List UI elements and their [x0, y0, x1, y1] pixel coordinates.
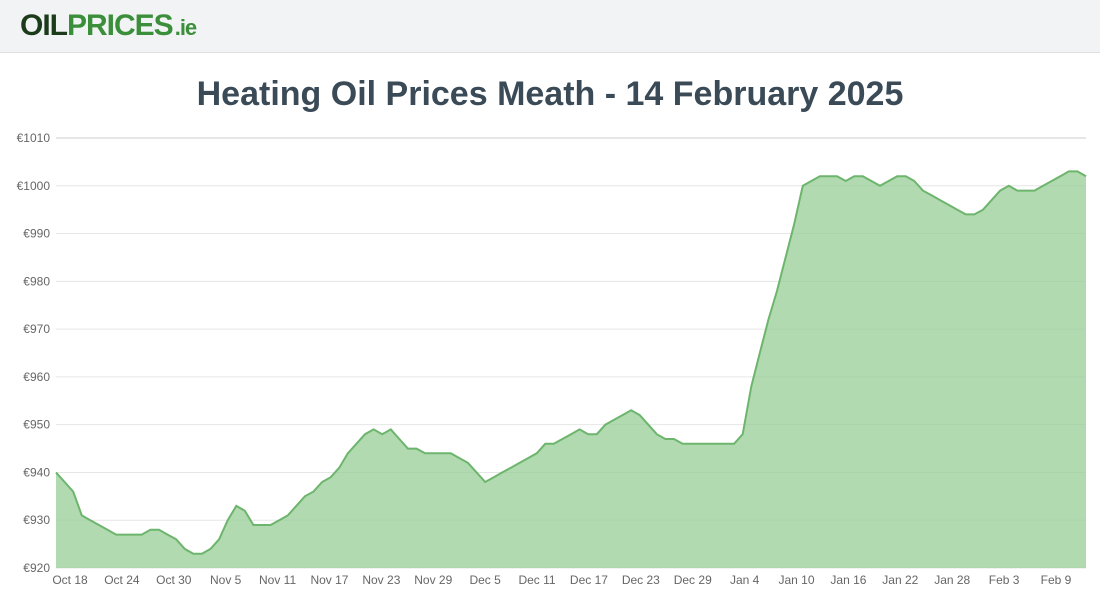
- y-tick-label: €980: [23, 274, 50, 288]
- x-tick-label: Dec 29: [674, 573, 712, 587]
- x-tick-label: Feb 3: [989, 573, 1020, 587]
- price-chart: €920 €930 €940 €950 €960 €970 €980 €990 €1000 €10…: [6, 124, 1092, 594]
- logo-part1: OIL: [20, 9, 67, 42]
- x-tick-label: Oct 24: [104, 573, 140, 587]
- y-tick-label: €950: [23, 418, 50, 432]
- x-tick-label: Nov 5: [210, 573, 242, 587]
- x-tick-label: Jan 10: [779, 573, 815, 587]
- y-tick-label: €920: [23, 561, 50, 575]
- y-tick-label: €970: [23, 322, 50, 336]
- y-tick-label: €940: [23, 465, 50, 479]
- header-bar: OILPRICES.ie: [0, 0, 1100, 53]
- y-tick-label: €990: [23, 227, 50, 241]
- y-tick-label: €1010: [17, 131, 51, 145]
- x-tick-label: Dec 5: [469, 573, 501, 587]
- logo-part2: PRICES: [67, 9, 173, 42]
- x-tick-label: Oct 18: [52, 573, 88, 587]
- logo-tld: .ie: [175, 15, 196, 40]
- x-tick-label: Jan 28: [934, 573, 970, 587]
- x-tick-label: Jan 16: [830, 573, 866, 587]
- chart-container: Heating Oil Prices Meath - 14 February 2…: [0, 53, 1100, 594]
- x-tick-label: Nov 11: [259, 573, 296, 587]
- x-tick-label: Nov 29: [414, 573, 452, 587]
- series-area: [56, 171, 1086, 568]
- x-tick-label: Jan 22: [882, 573, 918, 587]
- x-tick-label: Dec 17: [570, 573, 608, 587]
- x-tick-label: Dec 11: [518, 573, 555, 587]
- chart-title: Heating Oil Prices Meath - 14 February 2…: [6, 75, 1094, 114]
- y-tick-label: €960: [23, 370, 50, 384]
- x-tick-label: Feb 9: [1041, 573, 1072, 587]
- y-tick-label: €930: [23, 513, 50, 527]
- x-tick-label: Oct 30: [156, 573, 192, 587]
- x-tick-label: Dec 23: [622, 573, 660, 587]
- x-tick-label: Nov 17: [310, 573, 348, 587]
- y-tick-label: €1000: [17, 179, 51, 193]
- site-logo[interactable]: OILPRICES.ie: [20, 9, 196, 43]
- x-tick-label: Nov 23: [362, 573, 400, 587]
- x-tick-label: Jan 4: [730, 573, 760, 587]
